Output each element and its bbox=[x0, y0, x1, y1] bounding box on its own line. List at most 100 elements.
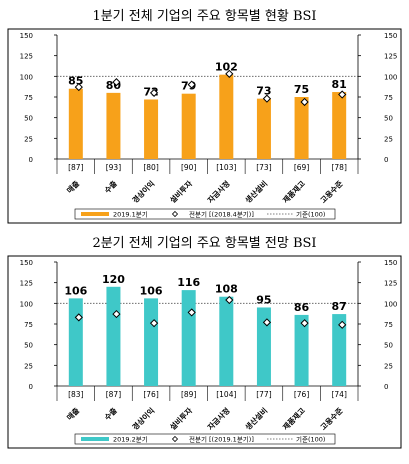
bar-value-label: 81 bbox=[332, 78, 347, 91]
y-tick-label-left: 125 bbox=[20, 280, 33, 288]
previous-quarter-marker bbox=[225, 69, 234, 78]
y-tick-label-left: 75 bbox=[24, 321, 33, 329]
legend bbox=[74, 433, 336, 445]
chart-1: 0025255050757510010012512515015085807279… bbox=[7, 28, 402, 224]
bar-value-label: 116 bbox=[177, 276, 200, 289]
legend-bar-swatch bbox=[81, 212, 109, 216]
bar bbox=[294, 314, 309, 386]
bar-value-label: 106 bbox=[140, 284, 163, 297]
bar-value-label: 102 bbox=[215, 61, 238, 74]
y-tick-label-right: 100 bbox=[384, 73, 397, 81]
y-tick-label-right: 50 bbox=[384, 342, 393, 350]
y-tick-label-left: 25 bbox=[24, 362, 33, 370]
y-tick-label-left: 100 bbox=[20, 300, 33, 308]
previous-quarter-marker bbox=[338, 320, 347, 329]
category-bracket-value: [77] bbox=[256, 390, 271, 399]
bar bbox=[106, 92, 121, 159]
category-bracket-value: [83] bbox=[68, 390, 83, 399]
bar bbox=[256, 307, 271, 386]
legend-line-label: 기준(100) bbox=[296, 210, 325, 219]
y-tick-label-right: 25 bbox=[384, 135, 393, 143]
y-tick-label-left: 125 bbox=[20, 53, 33, 61]
bar bbox=[68, 88, 83, 159]
legend bbox=[74, 208, 336, 220]
y-tick-label-left: 75 bbox=[24, 94, 33, 102]
y-tick-label-left: 100 bbox=[20, 73, 33, 81]
legend-bar-label: 2019.2분기 bbox=[113, 435, 148, 444]
category-bracket-value: [87] bbox=[106, 390, 121, 399]
bar-value-label: 95 bbox=[256, 293, 271, 306]
previous-quarter-marker bbox=[262, 94, 272, 103]
y-tick-label-left: 0 bbox=[29, 383, 33, 391]
legend-marker-swatch bbox=[171, 210, 179, 218]
previous-quarter-marker bbox=[149, 319, 159, 328]
category-bracket-value: [103] bbox=[216, 163, 236, 172]
y-tick-label-right: 150 bbox=[384, 32, 397, 40]
y-tick-label-right: 125 bbox=[384, 53, 397, 61]
chart-2: 0 0 25 25 50 50 75 75 100 100 125 125 150 150 106 120 10… bbox=[7, 255, 402, 449]
bar-value-label: 75 bbox=[294, 83, 309, 96]
y-tick-label-left: 150 bbox=[20, 32, 33, 40]
bar bbox=[181, 290, 196, 386]
bar bbox=[219, 296, 234, 386]
y-tick-label-left: 50 bbox=[24, 342, 33, 350]
category-bracket-value: [69] bbox=[294, 163, 309, 172]
legend-bar-label: 2019.1분기 bbox=[113, 210, 148, 219]
bar bbox=[144, 298, 159, 386]
chart-1-title: 1분기 전체 기업의 주요 항목별 현황 BSI bbox=[92, 9, 317, 24]
previous-quarter-marker bbox=[112, 309, 121, 319]
previous-quarter-marker bbox=[74, 313, 83, 322]
bar-value-label: 87 bbox=[332, 300, 347, 313]
category-bracket-value: [87] bbox=[68, 163, 83, 172]
category-bracket-value: [104] bbox=[216, 390, 236, 399]
category-bracket-value: [74] bbox=[331, 390, 346, 399]
previous-quarter-marker bbox=[225, 295, 234, 305]
y-tick-label-left: 0 bbox=[29, 156, 33, 164]
legend-marker-swatch bbox=[171, 435, 179, 443]
y-tick-label-left: 50 bbox=[24, 115, 33, 123]
category-bracket-value: [80] bbox=[143, 163, 158, 172]
bar bbox=[332, 314, 347, 386]
y-tick-label-left: 25 bbox=[24, 135, 33, 143]
previous-quarter-marker bbox=[187, 308, 196, 317]
chart-2-title: 2분기 전체 기업의 주요 항목별 전망 BSI bbox=[92, 236, 317, 251]
previous-quarter-marker bbox=[300, 97, 309, 107]
y-tick-label-right: 50 bbox=[384, 115, 393, 123]
bar bbox=[181, 93, 196, 159]
category-bracket-value: [89] bbox=[181, 390, 196, 399]
bar-value-label: 106 bbox=[64, 284, 87, 297]
y-tick-label-right: 0 bbox=[384, 156, 388, 164]
y-tick-label-right: 150 bbox=[384, 259, 397, 267]
y-tick-label-right: 75 bbox=[384, 321, 393, 329]
previous-quarter-marker bbox=[338, 90, 347, 99]
category-bracket-value: [90] bbox=[181, 163, 196, 172]
category-bracket-value: [76] bbox=[143, 390, 158, 399]
previous-quarter-marker bbox=[74, 82, 83, 92]
y-tick-label-right: 0 bbox=[384, 383, 388, 391]
y-tick-label-left: 150 bbox=[20, 259, 33, 267]
bar bbox=[106, 286, 121, 386]
bar-value-label: 73 bbox=[256, 85, 271, 98]
category-bracket-value: [93] bbox=[106, 163, 121, 172]
y-tick-label-right: 125 bbox=[384, 280, 397, 288]
previous-quarter-marker bbox=[112, 78, 121, 87]
y-tick-label-right: 100 bbox=[384, 300, 397, 308]
previous-quarter-marker bbox=[187, 80, 196, 89]
y-tick-label-right: 25 bbox=[384, 362, 393, 370]
bar-value-label: 108 bbox=[215, 283, 238, 296]
legend-marker-label: 전분기 [(2019.1분기)] bbox=[189, 435, 254, 444]
y-tick-label-right: 75 bbox=[384, 94, 393, 102]
previous-quarter-marker bbox=[262, 318, 272, 327]
bar-value-label: 86 bbox=[294, 301, 310, 314]
legend-line-label: 기준(100) bbox=[296, 435, 325, 444]
legend-bar-swatch bbox=[81, 437, 109, 441]
category-bracket-value: [73] bbox=[256, 163, 271, 172]
bar bbox=[144, 99, 159, 159]
bar bbox=[294, 97, 309, 159]
bar bbox=[332, 92, 347, 159]
bar bbox=[68, 298, 83, 386]
bar-value-label: 120 bbox=[102, 273, 125, 286]
previous-quarter-marker bbox=[149, 88, 159, 97]
legend-marker-label: 전분기 [(2018.4분기)] bbox=[189, 210, 254, 219]
category-bracket-value: [76] bbox=[294, 390, 309, 399]
